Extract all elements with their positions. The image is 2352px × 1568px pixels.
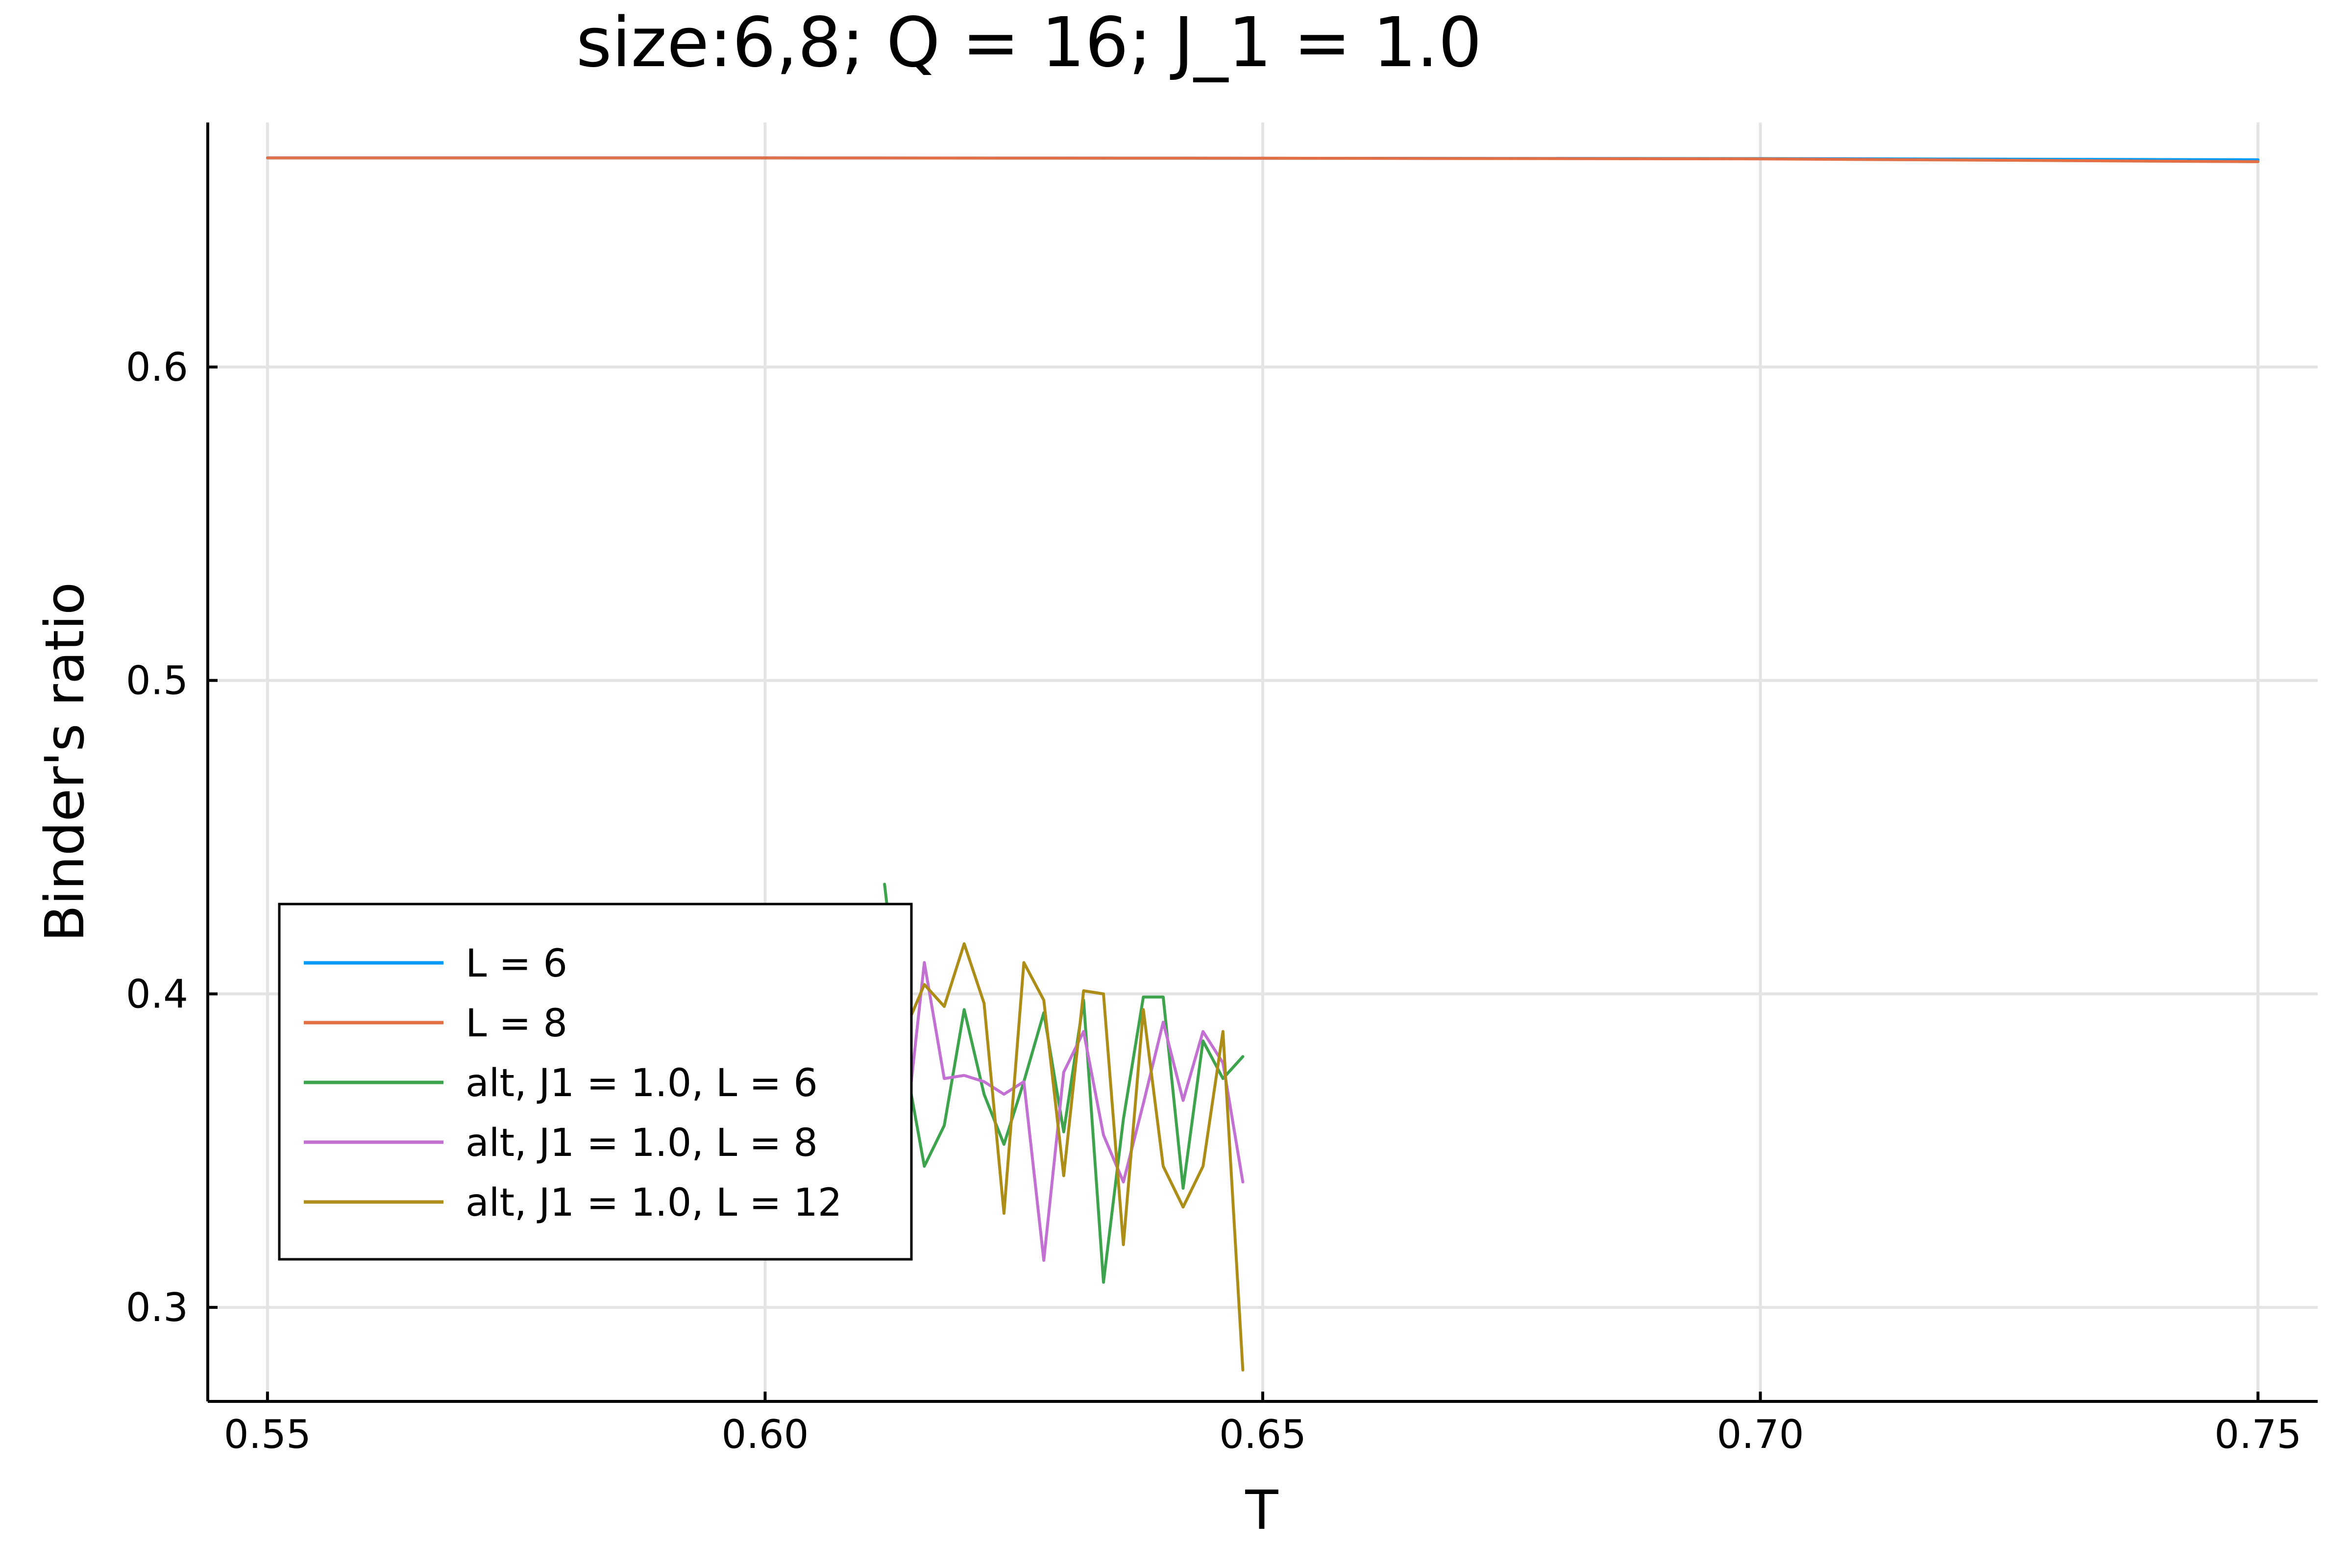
series-line <box>266 156 2260 163</box>
x-tick-label: 0.55 <box>224 1412 311 1457</box>
x-tick-label: 0.70 <box>1717 1412 1804 1457</box>
chart-title: size:6,8; Q = 16; J_1 = 1.0 <box>576 3 1482 83</box>
x-axis-label: T <box>1245 1479 1278 1542</box>
legend-label: alt, J1 = 1.0, L = 12 <box>466 1181 842 1225</box>
x-tick-label: 0.60 <box>721 1412 808 1457</box>
legend-label: alt, J1 = 1.0, L = 8 <box>466 1121 818 1165</box>
series-line <box>883 882 1245 1284</box>
y-tick-label: 0.4 <box>126 971 188 1017</box>
legend-label: alt, J1 = 1.0, L = 6 <box>466 1061 818 1105</box>
axes: 0.55 0.60 0.65 0.70 0.75 0.3 0.4 0.5 0.6 <box>126 122 2318 1457</box>
series-layer <box>266 156 2260 1372</box>
legend-label: L = 8 <box>466 1002 567 1046</box>
y-tick-label: 0.5 <box>126 658 188 704</box>
series-line <box>883 942 1245 1372</box>
x-tick-label: 0.65 <box>1219 1412 1306 1457</box>
y-axis-label: Binder's ratio <box>33 582 96 942</box>
y-tick-label: 0.3 <box>126 1285 188 1330</box>
legend: L = 6 L = 8 alt, J1 = 1.0, L = 6 alt, J1 = … <box>278 903 913 1261</box>
y-tick-label: 0.6 <box>126 344 188 390</box>
series-line <box>883 961 1245 1262</box>
legend-label: L = 6 <box>466 942 567 986</box>
x-tick-label: 0.75 <box>2214 1412 2302 1457</box>
